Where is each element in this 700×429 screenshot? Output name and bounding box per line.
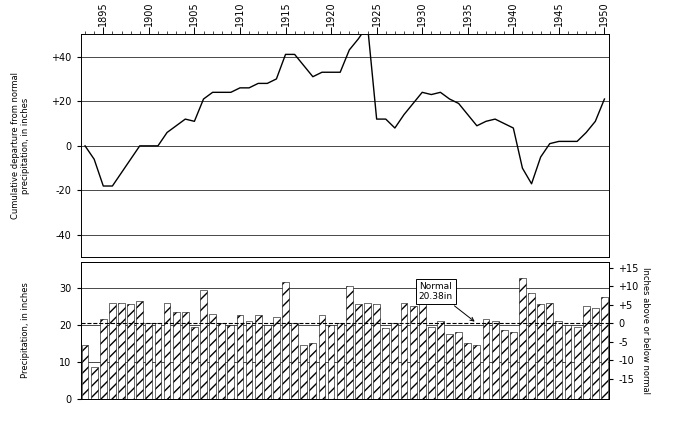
Bar <box>300 345 307 399</box>
Bar <box>446 334 453 399</box>
Bar <box>209 314 216 399</box>
Bar <box>182 312 189 399</box>
Bar <box>218 323 225 399</box>
Y-axis label: Cumulative departure from normal
precipitation, in inches: Cumulative departure from normal precipi… <box>11 73 30 219</box>
Bar <box>328 325 335 399</box>
Bar <box>282 282 289 399</box>
Bar <box>419 304 426 399</box>
Bar <box>291 323 298 399</box>
Bar <box>400 302 407 399</box>
Bar <box>100 319 106 399</box>
Bar <box>583 306 589 399</box>
Bar <box>428 326 435 399</box>
Bar <box>337 323 344 399</box>
Bar <box>391 323 398 399</box>
Bar <box>565 325 571 399</box>
Bar <box>601 297 608 399</box>
Bar <box>309 343 316 399</box>
Bar <box>528 293 535 399</box>
Bar <box>473 345 480 399</box>
Bar <box>273 317 280 399</box>
Bar <box>491 321 498 399</box>
Bar <box>136 301 143 399</box>
Bar <box>109 302 116 399</box>
Bar <box>346 286 353 399</box>
Bar <box>547 302 553 399</box>
Bar <box>355 304 362 399</box>
Bar <box>200 290 207 399</box>
Bar <box>82 345 88 399</box>
Bar <box>574 326 580 399</box>
Bar <box>556 321 562 399</box>
Bar <box>592 308 598 399</box>
Bar <box>173 312 180 399</box>
Bar <box>537 304 544 399</box>
Bar <box>410 306 416 399</box>
Bar <box>155 323 162 399</box>
Bar <box>146 323 153 399</box>
Bar <box>519 278 526 399</box>
Text: Normal
20.38in: Normal 20.38in <box>419 282 474 321</box>
Bar <box>164 302 171 399</box>
Bar <box>364 302 371 399</box>
Bar <box>191 326 198 399</box>
Bar <box>228 325 234 399</box>
Y-axis label: Precipitation, in inches: Precipitation, in inches <box>21 282 30 378</box>
Bar <box>373 304 380 399</box>
Bar <box>118 302 125 399</box>
Bar <box>255 315 262 399</box>
Bar <box>91 367 97 399</box>
Bar <box>382 329 389 399</box>
Bar <box>237 315 244 399</box>
Bar <box>455 332 462 399</box>
Y-axis label: Inches above or below normal: Inches above or below normal <box>640 267 650 394</box>
Bar <box>246 321 253 399</box>
Bar <box>264 325 271 399</box>
Bar <box>510 332 517 399</box>
Bar <box>482 319 489 399</box>
Bar <box>437 321 444 399</box>
Bar <box>127 304 134 399</box>
Bar <box>500 330 508 399</box>
Bar <box>464 343 471 399</box>
Bar <box>318 315 326 399</box>
